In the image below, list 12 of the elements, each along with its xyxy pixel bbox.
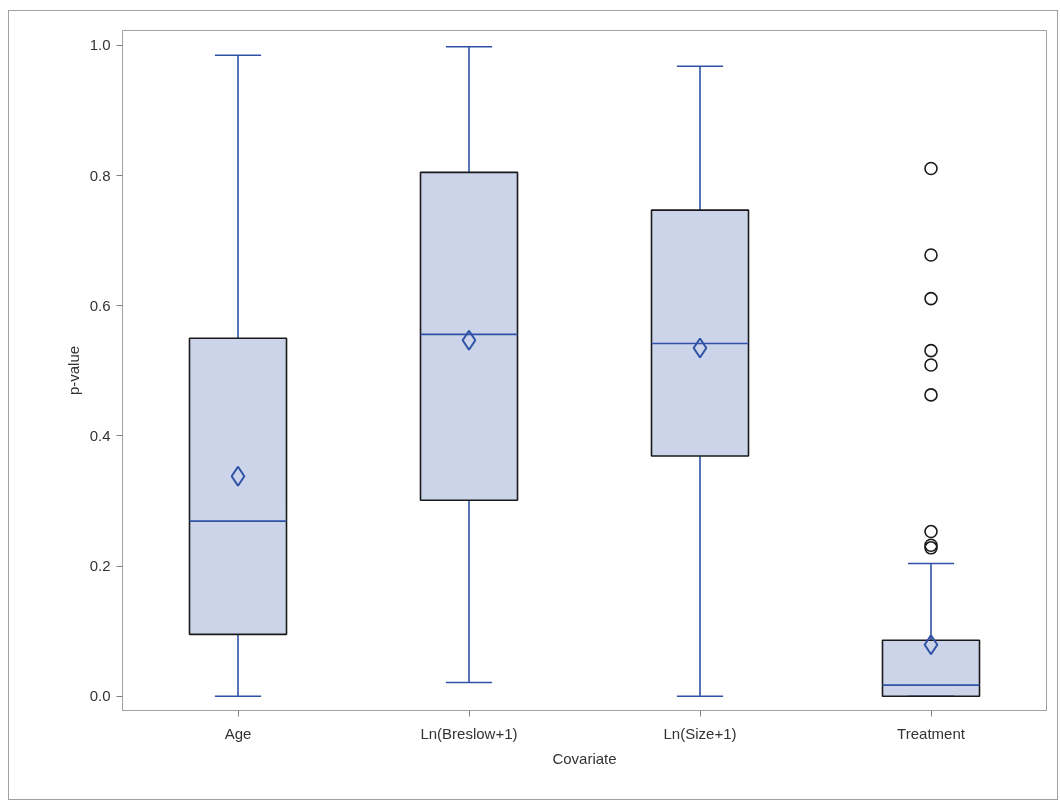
y-tick-label: 1.0 [89,36,111,54]
y-axis-title: p-value [64,345,82,396]
x-axis-title: Covariate [552,749,617,767]
y-tick-label: 0.2 [89,557,111,575]
y-tick-label: 0.8 [89,166,111,184]
x-tick-label: Ln(Breslow+1) [420,724,518,742]
y-tick-label: 0.4 [89,426,111,444]
x-tick-label: Ln(Size+1) [663,724,737,742]
x-tick-label: Age [224,724,252,742]
y-tick-label: 0.0 [89,687,111,705]
x-tick-label: Treatment [897,724,966,742]
y-tick-label: 0.6 [89,296,111,314]
